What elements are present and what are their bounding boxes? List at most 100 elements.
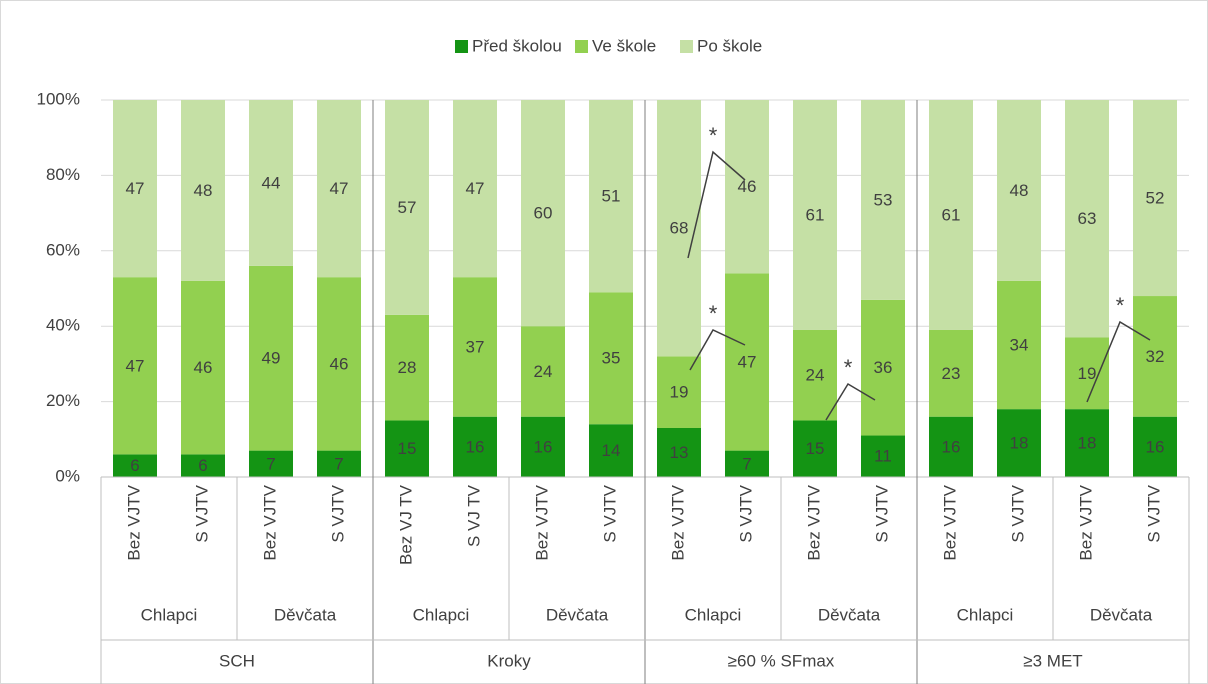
bar-segment <box>725 273 769 451</box>
data-label: 19 <box>670 383 689 402</box>
group-label: Děvčata <box>1090 605 1153 624</box>
bar-segment <box>113 100 157 278</box>
bar-segment <box>725 100 769 274</box>
bar-segment <box>793 420 837 477</box>
bar-segment <box>589 292 633 425</box>
bar-segment <box>1065 100 1109 338</box>
data-label: 47 <box>466 179 485 198</box>
y-tick-label: 40% <box>46 316 80 335</box>
annotation: * <box>709 123 718 148</box>
bar-segment <box>861 299 905 436</box>
bar-segment <box>1065 337 1109 410</box>
bracket <box>689 329 746 371</box>
x-tick-label: Bez VJTV <box>260 484 279 560</box>
data-label: 24 <box>806 366 825 385</box>
annotation: * <box>844 355 853 380</box>
data-label: 6 <box>198 456 207 475</box>
bar-segment <box>181 454 225 477</box>
supergroup-label: Kroky <box>487 651 531 670</box>
bracket <box>825 382 876 421</box>
bar-segment <box>113 454 157 477</box>
legend-swatch <box>680 40 693 53</box>
bar-segment <box>385 420 429 477</box>
bar-segment <box>385 100 429 315</box>
data-label: 6 <box>130 456 139 475</box>
data-label: 15 <box>398 439 417 458</box>
bar-segment <box>929 416 973 477</box>
bar-segment <box>1133 296 1177 417</box>
bar-segment <box>385 314 429 421</box>
data-label: 16 <box>1146 437 1165 456</box>
data-label: 68 <box>670 219 689 238</box>
bar-segment <box>249 100 293 266</box>
bar-segment <box>861 100 905 300</box>
data-label: 60 <box>534 204 553 223</box>
data-label: 51 <box>602 187 621 206</box>
annotation: * <box>709 301 718 326</box>
bar-segment <box>453 416 497 477</box>
legend-label: Před školou <box>472 36 562 55</box>
x-tick-label: S VJTV <box>1008 484 1027 542</box>
x-tick-label: Bez VJTV <box>124 484 143 560</box>
data-label: 14 <box>602 441 621 460</box>
data-label: 16 <box>466 437 485 456</box>
bar-segment <box>317 277 361 451</box>
legend-swatch <box>455 40 468 53</box>
data-label: 53 <box>874 190 893 209</box>
data-label: 7 <box>266 454 275 473</box>
data-label: 63 <box>1078 209 1097 228</box>
data-label: 18 <box>1078 434 1097 453</box>
data-label: 46 <box>738 177 757 196</box>
data-label: 15 <box>806 439 825 458</box>
legend-swatch <box>575 40 588 53</box>
y-tick-label: 20% <box>46 391 80 410</box>
bar-segment <box>113 277 157 455</box>
group-label: Děvčata <box>546 605 609 624</box>
data-label: 37 <box>466 337 485 356</box>
data-label: 23 <box>942 364 961 383</box>
bar-segment <box>725 450 769 477</box>
bar-segment <box>249 265 293 451</box>
x-tick-label: Bez VJTV <box>668 484 687 560</box>
bar-segment <box>317 450 361 477</box>
x-tick-label: S VJTV <box>192 484 211 542</box>
bar-segment <box>181 100 225 281</box>
y-tick-label: 0% <box>55 466 80 485</box>
x-tick-label: S VJTV <box>328 484 347 542</box>
x-tick-label: S VJTV <box>872 484 891 542</box>
data-label: 16 <box>534 437 553 456</box>
bar-segment <box>521 100 565 327</box>
legend-label: Po škole <box>697 36 762 55</box>
bar-segment <box>861 435 905 477</box>
bar-segment <box>1133 416 1177 477</box>
bar-segment <box>657 100 701 357</box>
x-tick-label: S VJTV <box>600 484 619 542</box>
data-label: 13 <box>670 443 689 462</box>
group-label: Chlapci <box>141 605 198 624</box>
data-label: 48 <box>1010 181 1029 200</box>
data-label: 11 <box>874 447 892 466</box>
data-label: 35 <box>602 349 621 368</box>
data-label: 49 <box>262 349 281 368</box>
data-label: 18 <box>1010 434 1029 453</box>
bracket <box>1086 320 1151 403</box>
data-label: 16 <box>942 437 961 456</box>
data-label: 28 <box>398 358 417 377</box>
bar-segment <box>453 100 497 278</box>
bar-segment <box>589 424 633 477</box>
x-tick-label: S VJTV <box>1144 484 1163 542</box>
bar-segment <box>793 329 837 421</box>
data-label: 32 <box>1146 347 1165 366</box>
data-label: 44 <box>262 173 281 192</box>
bar-segment <box>317 100 361 278</box>
bar-segment <box>249 450 293 477</box>
data-label: 7 <box>742 454 751 473</box>
x-tick-label: Bez VJTV <box>804 484 823 560</box>
bar-segment <box>181 280 225 455</box>
bar-segment <box>657 427 701 477</box>
data-label: 46 <box>330 354 349 373</box>
x-tick-label: Bez VJTV <box>940 484 959 560</box>
x-tick-label: S VJTV <box>736 484 755 542</box>
bracket <box>687 150 746 259</box>
